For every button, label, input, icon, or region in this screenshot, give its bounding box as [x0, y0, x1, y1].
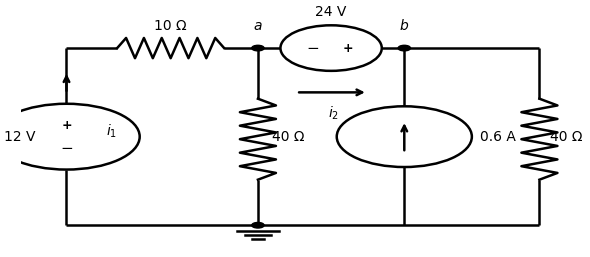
Text: $i_2$: $i_2$ — [329, 105, 339, 122]
Circle shape — [252, 223, 264, 228]
Text: +: + — [343, 42, 353, 54]
Text: 40 Ω: 40 Ω — [272, 130, 304, 144]
Text: −: − — [60, 141, 73, 155]
Text: 40 Ω: 40 Ω — [549, 130, 582, 144]
Text: $b$: $b$ — [399, 18, 409, 33]
Text: $a$: $a$ — [253, 19, 263, 33]
Text: 24 V: 24 V — [316, 5, 347, 19]
Text: 0.6 A: 0.6 A — [480, 130, 516, 144]
Text: 12 V: 12 V — [4, 130, 35, 144]
Text: 10 Ω: 10 Ω — [155, 19, 187, 33]
Circle shape — [252, 45, 264, 51]
Circle shape — [398, 45, 411, 51]
Text: $i_1$: $i_1$ — [106, 123, 117, 140]
Text: +: + — [61, 119, 72, 132]
Text: −: − — [307, 41, 319, 56]
